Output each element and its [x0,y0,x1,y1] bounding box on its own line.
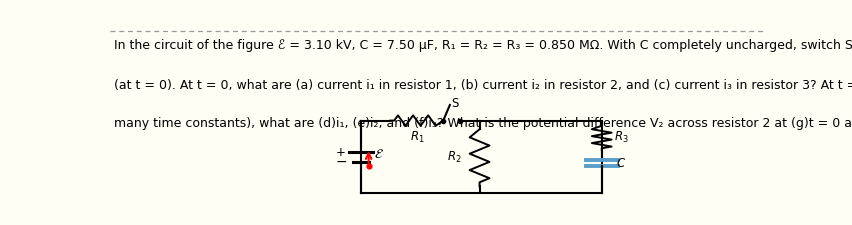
Text: $R_2$: $R_2$ [447,150,462,165]
Text: +: + [336,146,346,159]
Text: $R_3$: $R_3$ [614,130,629,145]
Text: S: S [452,97,459,110]
Text: In the circuit of the figure ℰ = 3.10 kV, C = 7.50 μF, R₁ = R₂ = R₃ = 0.850 MΩ. : In the circuit of the figure ℰ = 3.10 kV… [114,39,852,52]
Text: $\mathcal{E}$: $\mathcal{E}$ [374,148,384,161]
Text: (at t = 0). At t = 0, what are (a) current i₁ in resistor 1, (b) current i₂ in r: (at t = 0). At t = 0, what are (a) curre… [114,79,852,92]
Text: C: C [616,157,625,170]
Text: many time constants), what are (d)i₁, (e)i₂, and (f)i₃? What is the potential di: many time constants), what are (d)i₁, (e… [114,117,852,130]
Text: −: − [335,155,347,169]
Text: $R_1$: $R_1$ [410,130,424,145]
